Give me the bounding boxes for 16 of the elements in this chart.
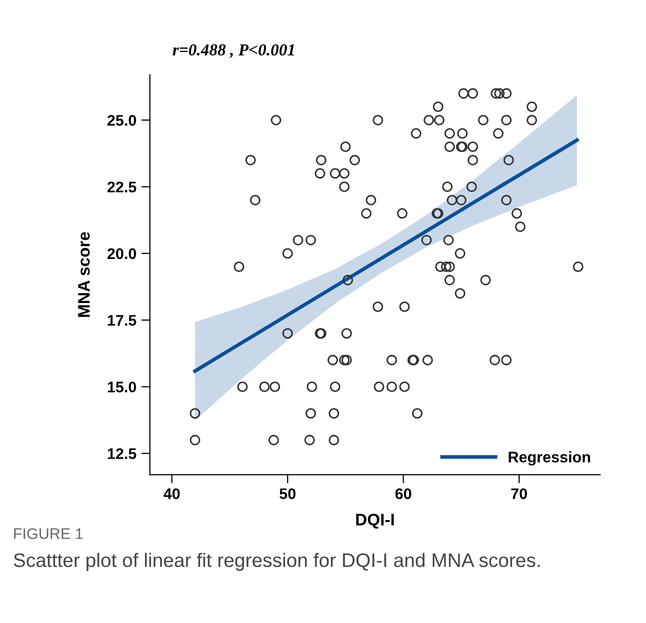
x-tick-label: 50	[280, 488, 296, 500]
legend-label: Regression	[508, 451, 590, 466]
x-axis-title: DQI-I	[356, 514, 394, 529]
x-tick-label: 40	[164, 488, 180, 500]
y-axis-title: MNA score	[78, 232, 90, 317]
text: Scattter plot of linear fit regression for DQI-I and MNA scores.	[14, 552, 540, 571]
y-tick-label: 22.5	[107, 182, 136, 192]
chart-title: r=0.488 , P<0.001	[172, 44, 294, 58]
y-tick-label: 25.0	[107, 114, 136, 126]
caption: FIGURE 1	[14, 528, 83, 540]
y-tick-label: 12.5	[108, 448, 136, 460]
y-tick-label: 17.5	[108, 315, 136, 326]
x-tick-label: 70	[511, 488, 527, 500]
y-tick-label: 20.0	[107, 248, 136, 260]
y-tick-label: 15.0	[108, 382, 136, 392]
x-tick-label: 60	[395, 488, 412, 500]
